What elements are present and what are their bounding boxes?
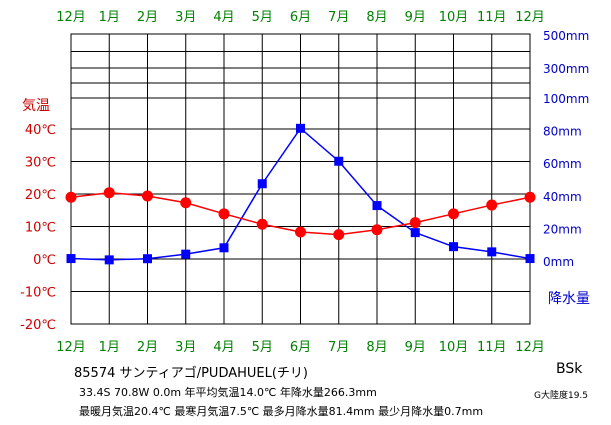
precipitation-tick-label: 80mm [543,125,582,139]
temperature-series [65,187,536,241]
month-label-bottom: 12月 [515,340,545,355]
month-label-top: 4月 [213,10,234,25]
temperature-tick-label: -10℃ [20,286,56,301]
month-label-top: 6月 [290,10,311,25]
precipitation-point [449,242,458,252]
temperature-point [142,190,153,202]
temperature-point [65,191,77,203]
temperature-tick-label: -20℃ [20,318,56,333]
station-summary: 33.4S 70.8W 0.0m 年平均気温14.0℃ 年降水量266.3mm [79,386,377,399]
month-label-bottom: 6月 [290,340,311,355]
month-label-bottom: 12月 [56,340,86,355]
precipitation-axis: 500mm 300mm 100mm 80mm 60mm 40mm 20mm 0mm 降水量 [543,29,590,307]
precipitation-tick-label: 300mm [543,62,589,76]
precipitation-axis-title: 降水量 [548,291,590,307]
temperature-tick-label: 20℃ [25,188,56,203]
month-label-top: 7月 [328,10,349,25]
month-label-top: 1月 [99,10,120,25]
month-label-bottom: 7月 [328,340,349,355]
month-label-top: 9月 [405,10,426,25]
month-label-top: 12月 [56,10,86,25]
month-label-top: 12月 [515,10,545,25]
month-label-bottom: 4月 [213,340,234,355]
temperature-point [180,197,192,209]
month-label-top: 8月 [366,10,387,25]
temperature-point [486,199,498,211]
station-title: 85574 サンティアゴ/PUDAHUEL(チリ) [74,366,309,381]
temperature-tick-label: 30℃ [25,156,56,171]
temperature-point [333,229,345,241]
precipitation-series [66,123,535,265]
precipitation-tick-label: 0mm [543,255,574,269]
precipitation-tick-label: 40mm [543,190,582,204]
month-label-bottom: 5月 [252,340,273,355]
precipitation-tick-label: 60mm [543,157,582,171]
temperature-point [524,191,536,203]
precipitation-tick-label: 100mm [543,92,589,106]
month-label-bottom: 9月 [405,340,426,355]
precipitation-point [410,228,420,238]
precipitation-tick-label: 500mm [543,29,589,43]
precipitation-point [257,179,267,189]
temperature-point [103,187,115,199]
month-label-top: 10月 [439,10,469,25]
chart-grid [70,33,531,325]
month-label-top: 11月 [477,10,507,25]
temperature-tick-label: 40℃ [25,123,56,138]
precipitation-point [219,243,229,253]
month-label-bottom: 3月 [175,340,196,355]
temperature-point [295,226,306,238]
temperature-tick-label: 10℃ [25,221,56,236]
precipitation-point [372,201,382,211]
precipitation-point [104,255,114,265]
month-label-bottom: 1月 [99,340,120,355]
month-label-bottom: 2月 [137,340,158,355]
month-labels-top: 12月 1月 2月 3月 4月 5月 6月 7月 8月 9月 10月 11月 12月 [56,10,545,25]
temperature-point [218,208,230,220]
month-label-top: 3月 [175,10,196,25]
precipitation-point [66,254,76,264]
precipitation-point [143,254,152,264]
precipitation-point [296,123,305,133]
month-label-bottom: 10月 [439,340,469,355]
temperature-point [371,224,383,236]
month-label-top: 2月 [137,10,158,25]
month-labels-bottom: 12月 1月 2月 3月 4月 5月 6月 7月 8月 9月 10月 11月 12月 [56,340,545,355]
temperature-tick-label: 0℃ [33,253,56,268]
month-label-top: 5月 [252,10,273,25]
precipitation-tick-label: 20mm [543,222,582,236]
precipitation-point [525,254,535,264]
temperature-point [409,217,421,229]
temperature-point [448,208,459,220]
temperature-axis-title: 気温 [22,98,50,114]
temperature-point [256,218,268,230]
month-label-bottom: 11月 [477,340,507,355]
climate-code: BSk [556,361,583,377]
precipitation-point [334,156,344,166]
precipitation-point [487,247,497,257]
month-label-bottom: 8月 [366,340,387,355]
precipitation-point [181,249,191,259]
climate-continentality: G大陸度19.5 [534,391,589,401]
temperature-axis: 気温 40℃ 30℃ 20℃ 10℃ 0℃ -10℃ -20℃ [20,98,56,333]
station-extremes: 最暖月気温20.4℃ 最寒月気温7.5℃ 最多月降水量81.4mm 最少月降水量… [79,405,484,418]
